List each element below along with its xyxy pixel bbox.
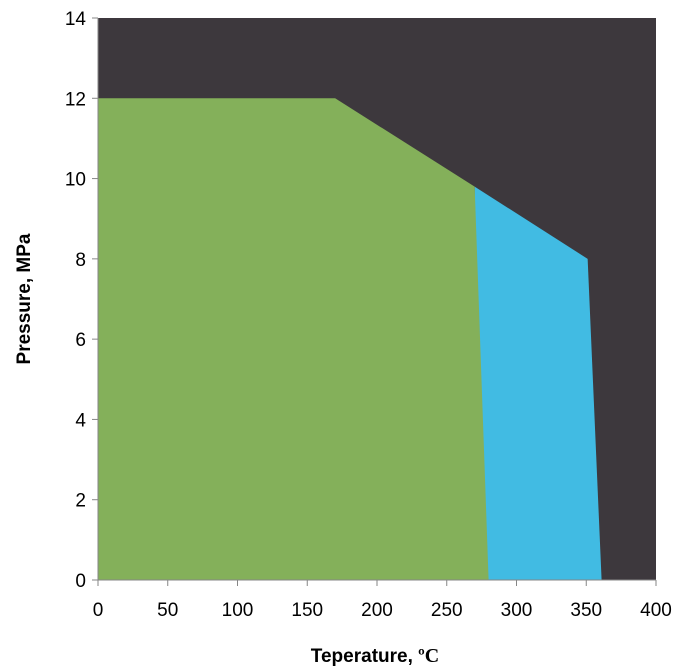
- y-tick-label: 6: [75, 330, 86, 351]
- y-ticks-layer: 0 2 4 6 8 10 12 14: [65, 9, 98, 592]
- x-tick-label: 200: [361, 600, 393, 621]
- y-axis-title: Pressure, MPa: [14, 233, 35, 364]
- x-tick-label: 150: [291, 600, 323, 621]
- y-tick-label: 12: [65, 89, 86, 110]
- x-tick-label: 100: [222, 600, 254, 621]
- x-axis-title: Teperature, ºC: [311, 645, 439, 667]
- y-tick-label: 10: [65, 170, 86, 191]
- x-tick-label: 350: [570, 600, 602, 621]
- y-tick-label: 14: [65, 9, 87, 30]
- x-ticks-layer: 0 50 100 150 200 250 300 350 400: [93, 580, 672, 621]
- x-axis-unit: ºC: [418, 645, 439, 667]
- y-tick-label: 2: [75, 491, 86, 512]
- x-axis-label: Teperature,: [311, 646, 418, 667]
- y-tick-label: 8: [75, 250, 86, 271]
- x-tick-label: 50: [157, 600, 178, 621]
- region-0: [474, 186, 602, 580]
- region-1: [98, 98, 489, 581]
- x-tick-label: 400: [640, 600, 672, 621]
- x-tick-label: 250: [431, 600, 463, 621]
- x-tick-label: 0: [93, 600, 104, 621]
- y-tick-label: 4: [75, 410, 86, 431]
- y-tick-label: 0: [75, 571, 86, 592]
- regions-layer: [98, 98, 602, 581]
- x-tick-label: 300: [501, 600, 533, 621]
